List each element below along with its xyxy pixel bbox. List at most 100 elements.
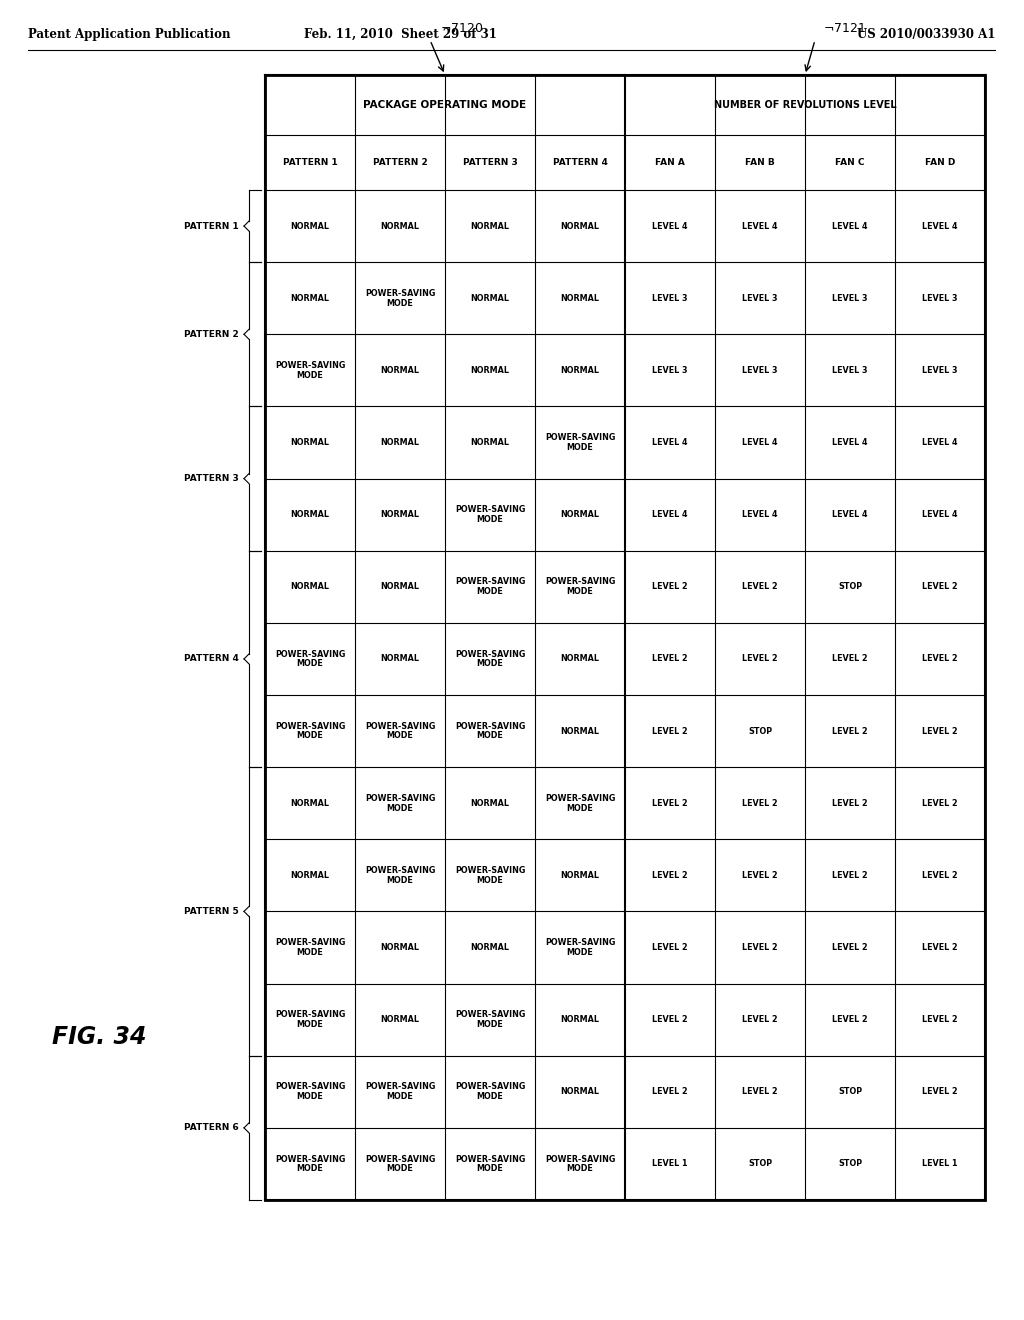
- Text: LEVEL 2: LEVEL 2: [833, 942, 867, 952]
- Text: NORMAL: NORMAL: [381, 222, 420, 231]
- Text: POWER-SAVING
MODE: POWER-SAVING MODE: [274, 360, 345, 380]
- Text: LEVEL 2: LEVEL 2: [923, 1088, 957, 1097]
- Text: US 2010/0033930 A1: US 2010/0033930 A1: [857, 28, 995, 41]
- Text: NORMAL: NORMAL: [381, 510, 420, 519]
- Text: POWER-SAVING
MODE: POWER-SAVING MODE: [455, 506, 525, 524]
- Text: NORMAL: NORMAL: [470, 942, 510, 952]
- Text: LEVEL 1: LEVEL 1: [652, 1159, 688, 1168]
- Text: POWER-SAVING
MODE: POWER-SAVING MODE: [455, 1010, 525, 1030]
- Text: PATTERN 1: PATTERN 1: [184, 222, 239, 231]
- Text: PATTERN 2: PATTERN 2: [373, 158, 427, 168]
- Text: PATTERN 4: PATTERN 4: [184, 655, 239, 664]
- Text: LEVEL 2: LEVEL 2: [652, 942, 688, 952]
- Text: LEVEL 2: LEVEL 2: [833, 1015, 867, 1024]
- Text: POWER-SAVING
MODE: POWER-SAVING MODE: [455, 649, 525, 668]
- Bar: [265, 75, 985, 1200]
- Text: FAN A: FAN A: [655, 158, 685, 168]
- Text: LEVEL 2: LEVEL 2: [923, 655, 957, 664]
- Text: LEVEL 3: LEVEL 3: [833, 366, 867, 375]
- Text: LEVEL 4: LEVEL 4: [652, 510, 688, 519]
- Text: LEVEL 3: LEVEL 3: [652, 294, 688, 302]
- Text: Patent Application Publication: Patent Application Publication: [28, 28, 230, 41]
- Text: LEVEL 2: LEVEL 2: [652, 871, 688, 880]
- Text: STOP: STOP: [838, 1088, 862, 1097]
- Text: LEVEL 2: LEVEL 2: [652, 582, 688, 591]
- Text: POWER-SAVING
MODE: POWER-SAVING MODE: [545, 433, 615, 451]
- Text: LEVEL 3: LEVEL 3: [652, 366, 688, 375]
- Text: LEVEL 2: LEVEL 2: [833, 726, 867, 735]
- Text: PATTERN 4: PATTERN 4: [553, 158, 607, 168]
- Text: NORMAL: NORMAL: [381, 1015, 420, 1024]
- Text: POWER-SAVING
MODE: POWER-SAVING MODE: [365, 722, 435, 741]
- Text: LEVEL 3: LEVEL 3: [742, 294, 778, 302]
- Text: NORMAL: NORMAL: [470, 294, 510, 302]
- Text: PACKAGE OPERATING MODE: PACKAGE OPERATING MODE: [364, 100, 526, 110]
- Text: LEVEL 2: LEVEL 2: [833, 871, 867, 880]
- Text: POWER-SAVING
MODE: POWER-SAVING MODE: [545, 793, 615, 813]
- Text: PATTERN 5: PATTERN 5: [184, 907, 239, 916]
- Text: STOP: STOP: [838, 1159, 862, 1168]
- Text: LEVEL 1: LEVEL 1: [923, 1159, 957, 1168]
- Text: $\neg$7120: $\neg$7120: [440, 22, 483, 36]
- Text: LEVEL 3: LEVEL 3: [833, 294, 867, 302]
- Text: NORMAL: NORMAL: [291, 222, 330, 231]
- Text: LEVEL 4: LEVEL 4: [742, 438, 778, 447]
- Text: NORMAL: NORMAL: [560, 1088, 599, 1097]
- Text: POWER-SAVING
MODE: POWER-SAVING MODE: [365, 866, 435, 884]
- Text: POWER-SAVING
MODE: POWER-SAVING MODE: [274, 1082, 345, 1101]
- Text: STOP: STOP: [748, 726, 772, 735]
- Text: LEVEL 4: LEVEL 4: [923, 510, 957, 519]
- Text: LEVEL 2: LEVEL 2: [652, 726, 688, 735]
- Text: NORMAL: NORMAL: [560, 871, 599, 880]
- Text: POWER-SAVING
MODE: POWER-SAVING MODE: [455, 1155, 525, 1173]
- Text: NORMAL: NORMAL: [560, 294, 599, 302]
- Text: NORMAL: NORMAL: [381, 582, 420, 591]
- Text: LEVEL 2: LEVEL 2: [923, 1015, 957, 1024]
- Text: LEVEL 2: LEVEL 2: [742, 1015, 778, 1024]
- Text: POWER-SAVING
MODE: POWER-SAVING MODE: [365, 1155, 435, 1173]
- Text: LEVEL 3: LEVEL 3: [923, 294, 957, 302]
- Text: LEVEL 4: LEVEL 4: [923, 222, 957, 231]
- Text: STOP: STOP: [748, 1159, 772, 1168]
- Text: FAN C: FAN C: [836, 158, 864, 168]
- Text: LEVEL 4: LEVEL 4: [652, 438, 688, 447]
- Text: LEVEL 2: LEVEL 2: [923, 582, 957, 591]
- Text: POWER-SAVING
MODE: POWER-SAVING MODE: [274, 1010, 345, 1030]
- Text: FAN B: FAN B: [745, 158, 775, 168]
- Text: NORMAL: NORMAL: [470, 438, 510, 447]
- Text: LEVEL 3: LEVEL 3: [923, 366, 957, 375]
- Text: NORMAL: NORMAL: [470, 222, 510, 231]
- Text: Feb. 11, 2010  Sheet 29 of 31: Feb. 11, 2010 Sheet 29 of 31: [303, 28, 497, 41]
- Text: PATTERN 3: PATTERN 3: [463, 158, 517, 168]
- Text: NORMAL: NORMAL: [291, 510, 330, 519]
- Text: LEVEL 2: LEVEL 2: [742, 942, 778, 952]
- Text: NORMAL: NORMAL: [560, 1015, 599, 1024]
- Text: NORMAL: NORMAL: [560, 655, 599, 664]
- Text: POWER-SAVING
MODE: POWER-SAVING MODE: [455, 866, 525, 884]
- Text: LEVEL 2: LEVEL 2: [652, 655, 688, 664]
- Text: PATTERN 1: PATTERN 1: [283, 158, 337, 168]
- Text: LEVEL 4: LEVEL 4: [742, 510, 778, 519]
- Text: NORMAL: NORMAL: [291, 294, 330, 302]
- Text: LEVEL 3: LEVEL 3: [742, 366, 778, 375]
- Text: NORMAL: NORMAL: [381, 942, 420, 952]
- Text: POWER-SAVING
MODE: POWER-SAVING MODE: [274, 1155, 345, 1173]
- Text: LEVEL 2: LEVEL 2: [652, 1088, 688, 1097]
- Text: $\neg$7121: $\neg$7121: [823, 22, 866, 36]
- Text: LEVEL 2: LEVEL 2: [742, 1088, 778, 1097]
- Text: LEVEL 2: LEVEL 2: [652, 1015, 688, 1024]
- Text: NORMAL: NORMAL: [291, 438, 330, 447]
- Text: NORMAL: NORMAL: [470, 799, 510, 808]
- Text: NORMAL: NORMAL: [381, 655, 420, 664]
- Text: POWER-SAVING
MODE: POWER-SAVING MODE: [545, 939, 615, 957]
- Text: PATTERN 2: PATTERN 2: [184, 330, 239, 339]
- Text: POWER-SAVING
MODE: POWER-SAVING MODE: [545, 577, 615, 597]
- Text: NORMAL: NORMAL: [381, 438, 420, 447]
- Text: LEVEL 2: LEVEL 2: [742, 582, 778, 591]
- Text: POWER-SAVING
MODE: POWER-SAVING MODE: [274, 939, 345, 957]
- Text: LEVEL 2: LEVEL 2: [742, 655, 778, 664]
- Text: NORMAL: NORMAL: [291, 871, 330, 880]
- Text: POWER-SAVING
MODE: POWER-SAVING MODE: [455, 577, 525, 597]
- Text: LEVEL 2: LEVEL 2: [923, 726, 957, 735]
- Text: NORMAL: NORMAL: [560, 366, 599, 375]
